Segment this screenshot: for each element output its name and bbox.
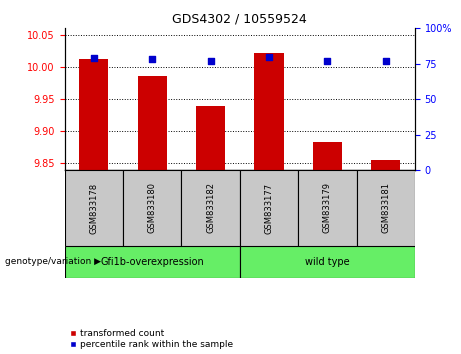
Text: GSM833180: GSM833180	[148, 182, 157, 234]
Text: GSM833177: GSM833177	[265, 182, 273, 234]
Text: GSM833178: GSM833178	[89, 182, 98, 234]
Text: GSM833182: GSM833182	[206, 182, 215, 234]
Title: GDS4302 / 10559524: GDS4302 / 10559524	[172, 13, 307, 26]
Bar	[65, 246, 240, 278]
Bar	[65, 170, 123, 246]
Bar	[298, 170, 356, 246]
Bar	[240, 170, 298, 246]
Bar	[181, 170, 240, 246]
Text: GSM833181: GSM833181	[381, 182, 390, 234]
Bar	[123, 170, 181, 246]
Bar	[356, 170, 415, 246]
Text: genotype/variation ▶: genotype/variation ▶	[5, 257, 100, 267]
Bar	[254, 53, 284, 170]
Text: wild type: wild type	[305, 257, 349, 267]
Bar	[137, 76, 167, 170]
Legend: transformed count, percentile rank within the sample: transformed count, percentile rank withi…	[69, 329, 233, 349]
Point	[265, 54, 272, 59]
Bar	[240, 246, 415, 278]
Point	[90, 55, 97, 61]
Point	[382, 58, 390, 64]
Text: Gfi1b-overexpression: Gfi1b-overexpression	[100, 257, 204, 267]
Bar	[196, 105, 225, 170]
Point	[324, 58, 331, 64]
Bar	[79, 58, 108, 170]
Point	[207, 58, 214, 64]
Point	[148, 56, 156, 62]
Bar	[371, 160, 400, 170]
Text: GSM833179: GSM833179	[323, 182, 332, 234]
Bar	[313, 142, 342, 170]
